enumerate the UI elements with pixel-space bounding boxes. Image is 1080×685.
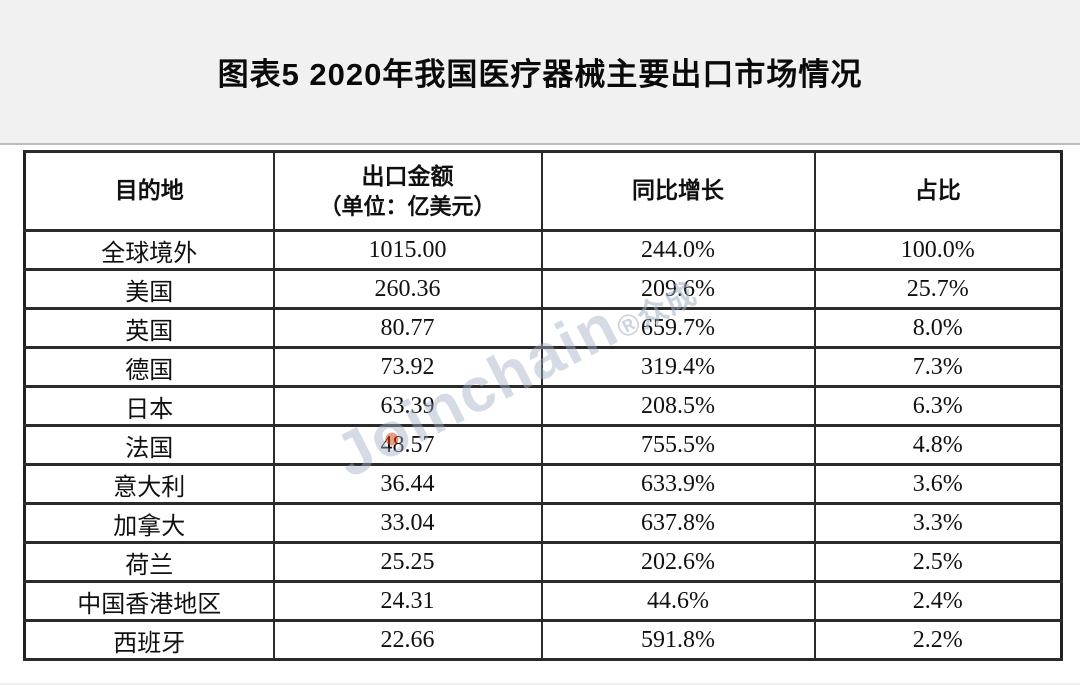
cell-yoy-growth: 208.5%	[540, 385, 816, 427]
cell-yoy-growth: 209.6%	[540, 268, 816, 310]
cell-export-amount: 260.36	[272, 268, 543, 310]
cell-destination: 意大利	[23, 463, 275, 505]
cell-yoy-growth: 755.5%	[540, 424, 816, 466]
export-market-table: 目的地 出口金额 （单位：亿美元） 同比增长 占比 全球境外 1015.00 2…	[23, 150, 1063, 661]
cell-destination: 全球境外	[23, 229, 275, 271]
table-region: 目的地 出口金额 （单位：亿美元） 同比增长 占比 全球境外 1015.00 2…	[0, 145, 1080, 683]
header-export-amount: 出口金额 （单位：亿美元）	[272, 150, 543, 232]
header-row: 目的地 出口金额 （单位：亿美元） 同比增长 占比	[23, 150, 1063, 232]
figure-title: 图表5 2020年我国医疗器械主要出口市场情况	[217, 57, 863, 92]
cell-destination: 西班牙	[23, 619, 275, 661]
table-row: 全球境外 1015.00 244.0% 100.0%	[23, 229, 1063, 271]
cell-yoy-growth: 659.7%	[540, 307, 816, 349]
table-row: 加拿大 33.04 637.8% 3.3%	[23, 502, 1063, 544]
cell-export-amount: 33.04	[272, 502, 543, 544]
table-header: 目的地 出口金额 （单位：亿美元） 同比增长 占比	[23, 150, 1063, 232]
table-row: 意大利 36.44 633.9% 3.6%	[23, 463, 1063, 505]
cell-destination: 法国	[23, 424, 275, 466]
table-row: 荷兰 25.25 202.6% 2.5%	[23, 541, 1063, 583]
cell-destination: 荷兰	[23, 541, 275, 583]
cell-export-amount: 1015.00	[272, 229, 543, 271]
table-row: 德国 73.92 319.4% 7.3%	[23, 346, 1063, 388]
cell-yoy-growth: 202.6%	[540, 541, 816, 583]
cell-share: 6.3%	[813, 385, 1063, 427]
cell-destination: 日本	[23, 385, 275, 427]
table-row: 中国香港地区 24.31 44.6% 2.4%	[23, 580, 1063, 622]
cell-yoy-growth: 44.6%	[540, 580, 816, 622]
header-export-amount-line2: （单位：亿美元）	[319, 193, 496, 219]
cell-destination: 美国	[23, 268, 275, 310]
cell-export-amount: 63.39	[272, 385, 543, 427]
header-yoy-growth: 同比增长	[540, 150, 816, 232]
cell-yoy-growth: 633.9%	[540, 463, 816, 505]
header-destination: 目的地	[23, 150, 275, 232]
cell-export-amount: 80.77	[272, 307, 543, 349]
cell-share: 3.6%	[813, 463, 1063, 505]
cell-yoy-growth: 319.4%	[540, 346, 816, 388]
table-body: 全球境外 1015.00 244.0% 100.0% 美国 260.36 209…	[23, 229, 1063, 661]
cell-share: 3.3%	[813, 502, 1063, 544]
cell-share: 2.2%	[813, 619, 1063, 661]
cell-destination: 加拿大	[23, 502, 275, 544]
cell-share: 100.0%	[813, 229, 1063, 271]
table-row: 法国 48.57 755.5% 4.8%	[23, 424, 1063, 466]
cell-export-amount: 36.44	[272, 463, 543, 505]
table-row: 西班牙 22.66 591.8% 2.2%	[23, 619, 1063, 661]
header-share: 占比	[813, 150, 1063, 232]
cell-share: 2.4%	[813, 580, 1063, 622]
table-row: 英国 80.77 659.7% 8.0%	[23, 307, 1063, 349]
cell-export-amount: 48.57	[272, 424, 543, 466]
table-row: 美国 260.36 209.6% 25.7%	[23, 268, 1063, 310]
header-export-amount-line1: 出口金额	[361, 163, 454, 189]
cell-share: 8.0%	[813, 307, 1063, 349]
cell-destination: 英国	[23, 307, 275, 349]
cell-export-amount: 24.31	[272, 580, 543, 622]
cell-share: 25.7%	[813, 268, 1063, 310]
cell-yoy-growth: 591.8%	[540, 619, 816, 661]
cell-export-amount: 25.25	[272, 541, 543, 583]
cell-share: 4.8%	[813, 424, 1063, 466]
cell-export-amount: 73.92	[272, 346, 543, 388]
title-band: 图表5 2020年我国医疗器械主要出口市场情况	[0, 0, 1080, 145]
cell-destination: 德国	[23, 346, 275, 388]
table-row: 日本 63.39 208.5% 6.3%	[23, 385, 1063, 427]
cell-destination: 中国香港地区	[23, 580, 275, 622]
cell-share: 7.3%	[813, 346, 1063, 388]
cell-share: 2.5%	[813, 541, 1063, 583]
cell-yoy-growth: 244.0%	[540, 229, 816, 271]
cell-export-amount: 22.66	[272, 619, 543, 661]
cell-yoy-growth: 637.8%	[540, 502, 816, 544]
